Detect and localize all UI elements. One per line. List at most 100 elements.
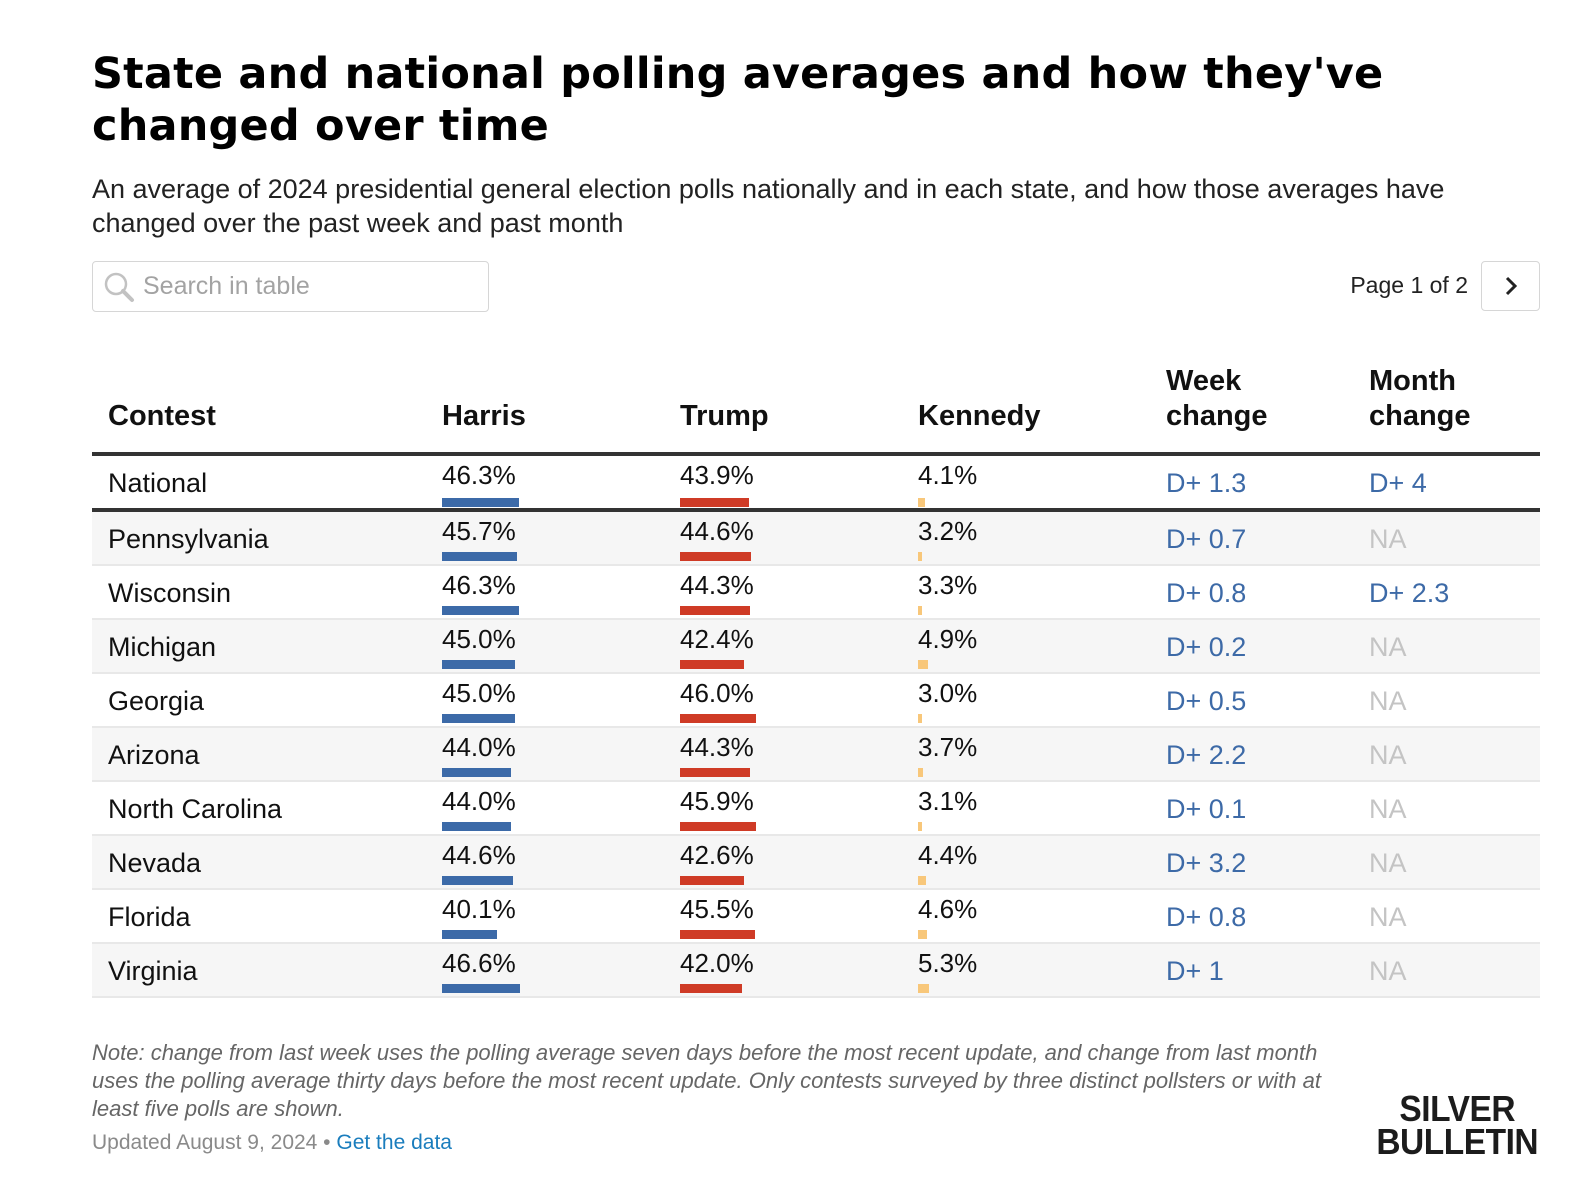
trump-bar xyxy=(680,498,749,507)
month-change-value: D+ 2.3 xyxy=(1369,578,1450,608)
column-header-week-line2: change xyxy=(1166,400,1268,432)
harris-bar xyxy=(442,552,518,561)
contest-name: Virginia xyxy=(108,956,198,986)
kennedy-bar xyxy=(918,552,922,561)
next-page-button[interactable] xyxy=(1481,261,1540,311)
harris-bar xyxy=(442,930,498,939)
kennedy-bar xyxy=(918,822,922,831)
pagination-label: Page 1 of 2 xyxy=(1350,272,1468,298)
kennedy-bar xyxy=(918,606,922,615)
contest-name: Florida xyxy=(108,902,191,932)
harris-value: 46.3% xyxy=(442,570,516,600)
harris-bar xyxy=(442,714,515,723)
week-change-value: D+ 0.2 xyxy=(1166,632,1247,662)
contest-name: Georgia xyxy=(108,686,205,716)
contest-name: National xyxy=(108,468,208,498)
trump-value: 43.9% xyxy=(680,460,754,490)
table-body: National 46.3% 43.9% 4.1% D+ 1.3 D+ 4 Pennsylv… xyxy=(92,456,1540,998)
trump-bar xyxy=(680,660,744,669)
kennedy-bar xyxy=(918,714,922,723)
month-change-value: NA xyxy=(1369,740,1407,770)
trump-bar xyxy=(680,822,756,831)
harris-value: 46.3% xyxy=(442,460,516,490)
table-row: North Carolina 44.0% 45.9% 3.1% D+ 0.1 NA xyxy=(92,782,1540,836)
column-header-kennedy[interactable]: Kennedy xyxy=(918,400,1041,432)
week-change-value: D+ 0.8 xyxy=(1166,578,1247,608)
search-box[interactable] xyxy=(92,261,489,312)
trump-bar xyxy=(680,930,755,939)
month-change-value: NA xyxy=(1369,902,1407,932)
trump-value: 44.3% xyxy=(680,570,754,600)
trump-value: 46.0% xyxy=(680,678,754,708)
search-input[interactable] xyxy=(143,272,463,301)
column-header-month-change[interactable]: Month change xyxy=(1369,364,1471,434)
updated-line: Updated August 9, 2024 • Get the data xyxy=(92,1131,452,1155)
trump-bar xyxy=(680,768,751,777)
week-change-value: D+ 1.3 xyxy=(1166,468,1247,498)
trump-value: 44.3% xyxy=(680,732,754,762)
logo-line-2: BULLETIN xyxy=(1376,1121,1539,1162)
harris-value: 45.7% xyxy=(442,516,516,546)
trump-value: 44.6% xyxy=(680,516,754,546)
table-row: Virginia 46.6% 42.0% 5.3% D+ 1 NA xyxy=(92,944,1540,998)
kennedy-bar xyxy=(918,930,927,939)
column-header-trump[interactable]: Trump xyxy=(680,400,769,432)
get-data-link[interactable]: Get the data xyxy=(336,1131,452,1154)
contest-name: Pennsylvania xyxy=(108,524,269,554)
kennedy-value: 5.3% xyxy=(918,948,978,978)
silver-bulletin-logo: SILVER BULLETIN xyxy=(1374,1091,1540,1162)
week-change-value: D+ 2.2 xyxy=(1166,740,1247,770)
table-row: Pennsylvania 45.7% 44.6% 3.2% D+ 0.7 NA xyxy=(92,512,1540,566)
month-change-value: NA xyxy=(1369,794,1407,824)
kennedy-value: 3.3% xyxy=(918,570,978,600)
trump-bar xyxy=(680,606,751,615)
week-change-value: D+ 1 xyxy=(1166,956,1224,986)
page-title: State and national polling averages and … xyxy=(92,49,1384,151)
trump-bar xyxy=(680,552,752,561)
trump-bar xyxy=(680,714,757,723)
trump-bar xyxy=(680,984,743,993)
harris-bar xyxy=(442,768,512,777)
column-header-harris[interactable]: Harris xyxy=(442,400,526,432)
kennedy-value: 4.6% xyxy=(918,894,978,924)
contest-name: North Carolina xyxy=(108,794,283,824)
harris-value: 45.0% xyxy=(442,678,516,708)
table-row: National 46.3% 43.9% 4.1% D+ 1.3 D+ 4 xyxy=(92,456,1540,512)
harris-bar xyxy=(442,498,520,507)
column-header-contest[interactable]: Contest xyxy=(108,400,216,432)
column-header-month-line1: Month xyxy=(1369,365,1456,397)
harris-value: 44.0% xyxy=(442,786,516,816)
contest-name: Michigan xyxy=(108,632,217,662)
month-change-value: NA xyxy=(1369,956,1407,986)
harris-value: 46.6% xyxy=(442,948,516,978)
harris-bar xyxy=(442,606,520,615)
contest-name: Nevada xyxy=(108,848,202,878)
table-row: Wisconsin 46.3% 44.3% 3.3% D+ 0.8 D+ 2.3 xyxy=(92,566,1540,620)
table-row: Nevada 44.6% 42.6% 4.4% D+ 3.2 NA xyxy=(92,836,1540,890)
month-change-value: D+ 4 xyxy=(1369,468,1427,498)
updated-date: Updated August 9, 2024 • xyxy=(92,1131,337,1154)
page-subtitle: An average of 2024 presidential general … xyxy=(92,174,1445,238)
column-header-month-line2: change xyxy=(1369,400,1471,432)
harris-bar xyxy=(442,984,521,993)
trump-bar xyxy=(680,876,745,885)
kennedy-bar xyxy=(918,660,928,669)
harris-value: 44.6% xyxy=(442,840,516,870)
kennedy-value: 3.7% xyxy=(918,732,978,762)
table-row: Michigan 45.0% 42.4% 4.9% D+ 0.2 NA xyxy=(92,620,1540,674)
month-change-value: NA xyxy=(1369,632,1407,662)
harris-value: 44.0% xyxy=(442,732,516,762)
trump-value: 45.5% xyxy=(680,894,754,924)
week-change-value: D+ 0.8 xyxy=(1166,902,1247,932)
kennedy-value: 3.1% xyxy=(918,786,978,816)
kennedy-bar xyxy=(918,876,926,885)
month-change-value: NA xyxy=(1369,686,1407,716)
contest-name: Arizona xyxy=(108,740,200,770)
polling-table: Contest Harris Trump Kennedy Week change… xyxy=(92,360,1540,998)
table-row: Florida 40.1% 45.5% 4.6% D+ 0.8 NA xyxy=(92,890,1540,944)
week-change-value: D+ 0.7 xyxy=(1166,524,1247,554)
column-header-week-change[interactable]: Week change xyxy=(1166,364,1268,434)
month-change-value: NA xyxy=(1369,524,1407,554)
contest-name: Wisconsin xyxy=(108,578,232,608)
footnote: Note: change from last week uses the pol… xyxy=(92,1040,1321,1121)
